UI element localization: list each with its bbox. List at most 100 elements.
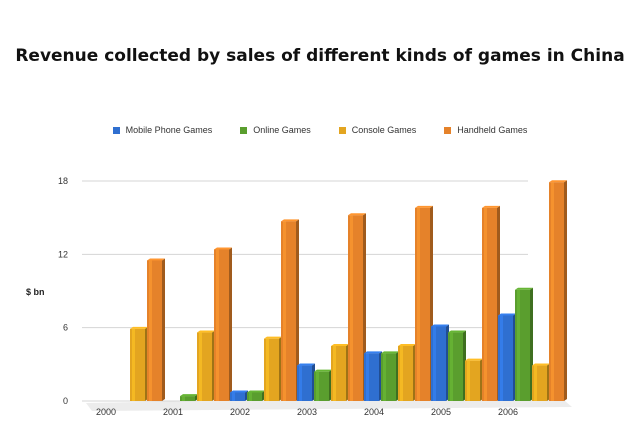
bar-highlight bbox=[551, 182, 554, 401]
bar-top bbox=[314, 369, 332, 372]
bar-top bbox=[331, 344, 349, 346]
bar-highlight bbox=[299, 365, 302, 401]
bar-top bbox=[214, 247, 232, 250]
bar-2003-1 bbox=[314, 369, 332, 401]
bar-highlight bbox=[199, 332, 202, 401]
bar-top bbox=[130, 326, 148, 329]
x-tick-label: 2000 bbox=[96, 407, 116, 417]
legend-swatch-mobile bbox=[112, 126, 120, 134]
bar-top bbox=[230, 390, 248, 393]
bar-highlight bbox=[484, 207, 487, 401]
bar-top bbox=[498, 313, 516, 316]
legend-item-mobile: Mobile Phone Games bbox=[112, 123, 213, 137]
bar-top bbox=[297, 363, 315, 366]
bar-highlight bbox=[232, 392, 235, 401]
bar-front bbox=[180, 396, 195, 401]
bar-highlight bbox=[366, 353, 369, 401]
bar-highlight bbox=[216, 249, 219, 401]
bar-highlight bbox=[400, 346, 403, 401]
bar-top bbox=[431, 324, 449, 327]
bar-highlight bbox=[266, 338, 269, 401]
bar-2006-2 bbox=[532, 363, 550, 401]
x-tick-label: 2005 bbox=[431, 407, 451, 417]
bar-top bbox=[482, 205, 500, 208]
bar-2005-0 bbox=[431, 324, 449, 401]
bar-2001-2 bbox=[197, 330, 215, 401]
bar-side bbox=[229, 247, 232, 401]
bar-highlight bbox=[467, 360, 470, 401]
bar-2000-3 bbox=[147, 258, 165, 401]
y-tick-label: 6 bbox=[63, 323, 68, 333]
bar-2002-2 bbox=[264, 336, 282, 401]
bar-top bbox=[348, 213, 366, 216]
x-tick-label: 2006 bbox=[498, 407, 518, 417]
bar-top bbox=[381, 351, 399, 354]
bar-top bbox=[247, 390, 265, 393]
legend-swatch-online bbox=[240, 126, 248, 134]
bar-top bbox=[264, 336, 282, 339]
bar-top bbox=[147, 258, 165, 261]
legend-swatch-handheld bbox=[444, 126, 452, 134]
bar-2004-3 bbox=[415, 205, 433, 401]
chart-title: Revenue collected by sales of different … bbox=[15, 46, 625, 66]
bar-2004-2 bbox=[398, 344, 416, 401]
bar-highlight bbox=[333, 346, 336, 401]
bar-highlight bbox=[149, 260, 152, 401]
bar-highlight bbox=[316, 371, 319, 401]
bar-2006-0 bbox=[498, 313, 516, 401]
x-tick-label: 2004 bbox=[364, 407, 384, 417]
bar-2002-0 bbox=[230, 390, 248, 401]
y-tick-label: 12 bbox=[58, 249, 68, 259]
bar-side bbox=[162, 258, 165, 401]
bar-2005-3 bbox=[482, 205, 500, 401]
bar-highlight bbox=[132, 328, 135, 401]
bar-highlight bbox=[517, 289, 520, 401]
bar-highlight bbox=[249, 392, 252, 401]
bar-2003-3 bbox=[348, 213, 366, 401]
y-axis-label: $ bn bbox=[26, 287, 45, 297]
bar-highlight bbox=[534, 365, 537, 401]
legend-label-mobile: Mobile Phone Games bbox=[125, 125, 213, 135]
x-tick-label: 2001 bbox=[163, 407, 183, 417]
bar-2005-2 bbox=[465, 358, 483, 401]
legend-item-handheld: Handheld Games bbox=[444, 123, 527, 137]
legend-label-console: Console Games bbox=[351, 125, 417, 135]
bar-top bbox=[197, 330, 215, 333]
y-tick-label: 18 bbox=[58, 176, 68, 186]
legend-label-handheld: Handheld Games bbox=[457, 125, 528, 135]
bar-top bbox=[364, 351, 382, 354]
bar-2003-2 bbox=[331, 344, 349, 401]
bar-highlight bbox=[350, 215, 353, 401]
bar-2006-1 bbox=[515, 287, 533, 401]
bar-2004-0 bbox=[364, 351, 382, 401]
bar-highlight bbox=[417, 207, 420, 401]
bar-highlight bbox=[500, 315, 503, 401]
bar-top bbox=[448, 330, 466, 333]
bar-2002-1 bbox=[247, 390, 265, 401]
legend: Mobile Phone Games Online Games Console … bbox=[0, 123, 640, 137]
bar-top bbox=[281, 219, 299, 222]
bar-2005-1 bbox=[448, 330, 466, 401]
legend-label-online: Online Games bbox=[253, 125, 311, 135]
bar-2006-3 bbox=[549, 180, 567, 401]
bar-2000-2 bbox=[130, 326, 148, 401]
bar-top bbox=[515, 287, 533, 290]
bar-highlight bbox=[433, 326, 436, 401]
bar-highlight bbox=[450, 332, 453, 401]
bar-highlight bbox=[383, 353, 386, 401]
bar-2001-1 bbox=[180, 394, 198, 401]
bars bbox=[130, 180, 567, 401]
legend-swatch-console bbox=[338, 126, 346, 134]
bar-2002-3 bbox=[281, 219, 299, 401]
bar-top bbox=[549, 180, 567, 183]
tick-labels: 0 6 12 18 2000 2001 2002 2003 2004 2005 2006 bbox=[58, 176, 518, 417]
bar-top bbox=[532, 363, 550, 366]
bar-front bbox=[247, 392, 262, 401]
bar-top bbox=[398, 344, 416, 346]
bar-2003-0 bbox=[297, 363, 315, 401]
legend-item-online: Online Games bbox=[240, 123, 311, 137]
x-tick-label: 2002 bbox=[230, 407, 250, 417]
bar-front bbox=[230, 392, 245, 401]
bar-top bbox=[465, 358, 483, 361]
y-tick-label: 0 bbox=[63, 396, 68, 406]
